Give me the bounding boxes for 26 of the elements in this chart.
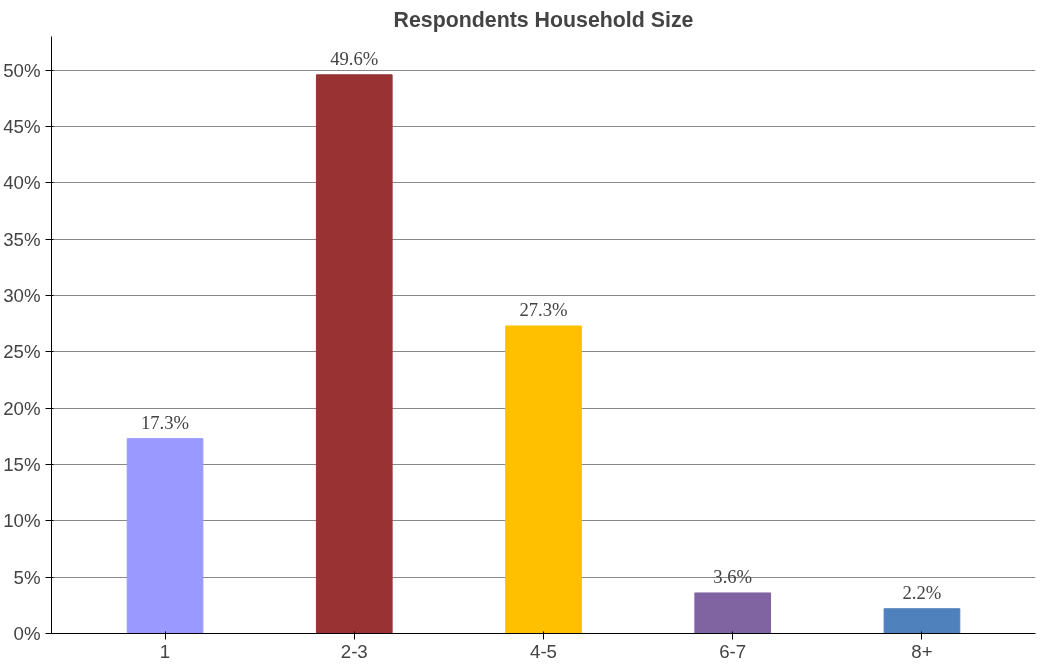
bar (315, 74, 393, 634)
y-tick-label: 0% (13, 623, 41, 644)
bar (505, 325, 582, 634)
y-tick-label: 45% (3, 116, 41, 138)
bar (126, 438, 204, 634)
x-tick-label: 2-3 (340, 640, 368, 662)
y-tick-label: 15% (3, 454, 41, 476)
chart-title: Respondents Household Size (393, 7, 694, 32)
y-tick-label: 30% (3, 285, 41, 307)
x-tick-label: 4-5 (530, 640, 557, 662)
y-tick-label: 20% (3, 397, 41, 419)
x-tick-label: 6-7 (719, 640, 747, 662)
bar (694, 592, 772, 634)
y-tick-label: 10% (3, 510, 41, 532)
data-label: 49.6% (330, 47, 379, 69)
data-label: 27.3% (519, 298, 568, 320)
bar (883, 608, 961, 634)
x-tick-label: 8+ (911, 640, 933, 662)
data-label: 17.3% (140, 411, 190, 433)
y-tick-label: 50% (3, 59, 41, 81)
y-tick-label: 35% (3, 228, 41, 250)
y-tick-label: 5% (13, 566, 41, 588)
x-tick-label: 1 (159, 640, 171, 662)
y-tick-label: 40% (3, 172, 41, 194)
y-tick-label: 25% (3, 341, 41, 363)
data-label: 2.2% (902, 581, 942, 603)
